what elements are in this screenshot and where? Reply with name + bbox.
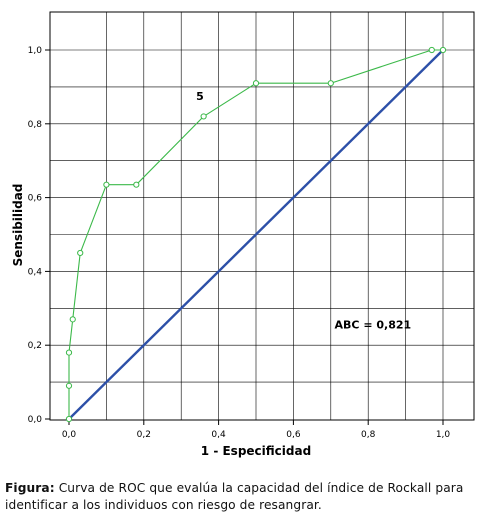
x-tick-label: 0,2 [137,430,151,440]
y-tick-label: 0,6 [28,194,43,204]
roc-point-marker [252,80,260,87]
y-tick-label: 1,0 [28,46,43,56]
roc-curve-line [68,49,443,419]
roc-point-marker [327,80,334,87]
x-tick-label: 0,6 [286,430,301,440]
roc-point-marker [103,181,110,188]
series-group [65,46,447,423]
reference-diagonal-line [68,49,444,420]
roc-chart: 0,0 0,2 0,4 0,6 0,8 1,0 0,0 0,2 0,4 0,6 0,8 1,0 5 A… [11,11,475,458]
plot-frame [49,11,475,421]
y-tick-label: 0,8 [28,120,43,130]
roc-point-marker [69,316,76,323]
y-tick-labels: 0,0 0,2 0,4 0,6 0,8 1,0 [28,46,43,425]
y-tick-label: 0,2 [28,341,42,351]
roc-point-marker [133,181,140,188]
roc-point-marker [65,382,73,389]
x-tick-labels: 0,0 0,2 0,4 0,6 0,8 1,0 [62,430,451,440]
roc-point-marker [65,349,73,356]
roc-point-marker [439,46,447,54]
x-axis-label: 1 - Especificidad [201,444,311,458]
y-tick-label: 0,4 [28,267,43,277]
caption-label: Figura: [5,481,55,495]
auc-annotation-label: ABC = 0,821 [335,319,412,332]
grid-lines [50,12,474,420]
y-axis-label: Sensibilidad [11,184,25,267]
x-tick-label: 0,4 [211,430,226,440]
point-annotation-label: 5 [196,90,204,103]
y-tick-label: 0,0 [28,415,43,425]
roc-point-marker [65,415,73,423]
x-tick-label: 0,8 [361,430,376,440]
figure-caption: Figura: Curva de ROC que evalúa la capac… [5,480,475,514]
roc-point-marker [77,249,84,257]
annotations: 5 ABC = 0,821 [196,90,411,332]
x-tick-label: 0,0 [62,430,77,440]
x-tick-label: 1,0 [436,430,451,440]
caption-text: Curva de ROC que evalúa la capacidad del… [5,481,464,512]
roc-point-marker [428,46,435,54]
roc-point-marker [200,113,207,120]
